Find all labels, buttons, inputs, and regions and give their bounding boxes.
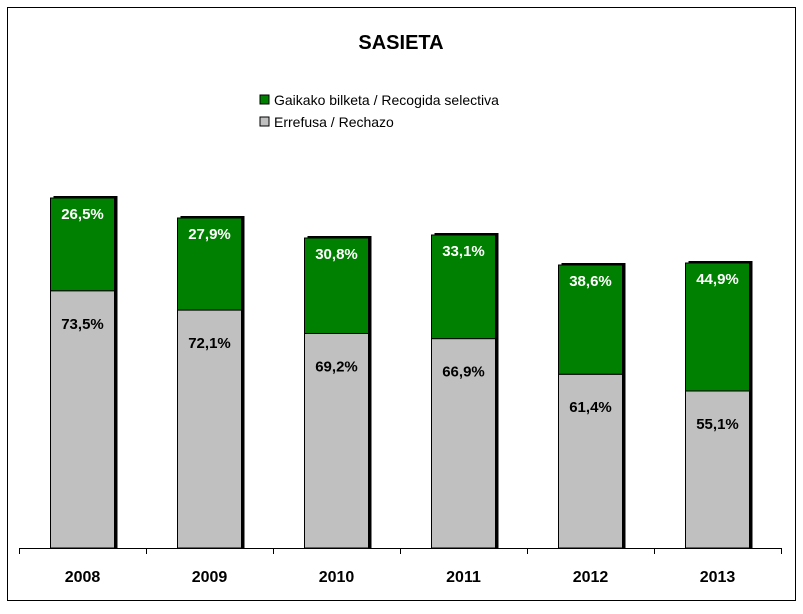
bar-reject-2009: [177, 309, 242, 549]
x-tick-label: 2010: [319, 569, 355, 586]
data-label-selective: 27,9%: [188, 226, 231, 243]
bar-reject-2008: [50, 290, 115, 549]
legend-swatch-selective: [259, 94, 270, 105]
bar-selective-2012: [558, 264, 623, 375]
bar-selective-2011: [431, 234, 496, 340]
legend-label-selective: Gaikako bilketa / Recogida selectiva: [274, 92, 499, 108]
bar-selective-2009: [177, 217, 242, 311]
data-label-selective: 30,8%: [315, 246, 358, 263]
chart-title: SASIETA: [358, 32, 443, 54]
x-tick-label: 2013: [700, 569, 736, 586]
x-tick-label: 2011: [446, 569, 481, 586]
legend: Gaikako bilketa / Recogida selectiva Err…: [259, 92, 499, 130]
data-label-reject: 69,2%: [315, 358, 358, 375]
legend-label-reject: Errefusa / Rechazo: [274, 114, 394, 130]
bar-reject-2013: [685, 390, 750, 549]
data-label-reject: 55,1%: [696, 416, 739, 433]
bar-reject-2012: [558, 373, 623, 549]
data-label-selective: 33,1%: [442, 243, 485, 260]
data-label-selective: 38,6%: [569, 273, 612, 290]
data-label-reject: 66,9%: [442, 364, 485, 381]
chart-frame: [7, 7, 796, 601]
bar-reject-2010: [304, 332, 369, 549]
bar-selective-2008: [50, 197, 115, 292]
data-label-reject: 72,1%: [188, 335, 231, 352]
bar-selective-2013: [685, 262, 750, 392]
x-tick-label: 2008: [65, 569, 101, 586]
data-label-selective: 26,5%: [61, 206, 104, 223]
bar-selective-2010: [304, 237, 369, 334]
x-tick-label: 2009: [192, 569, 228, 586]
data-label-selective: 44,9%: [696, 271, 739, 288]
data-label-reject: 61,4%: [569, 399, 612, 416]
data-label-reject: 73,5%: [61, 316, 104, 333]
legend-swatch-reject: [259, 116, 270, 127]
x-tick-label: 2012: [573, 569, 609, 586]
bar-reject-2011: [431, 338, 496, 549]
